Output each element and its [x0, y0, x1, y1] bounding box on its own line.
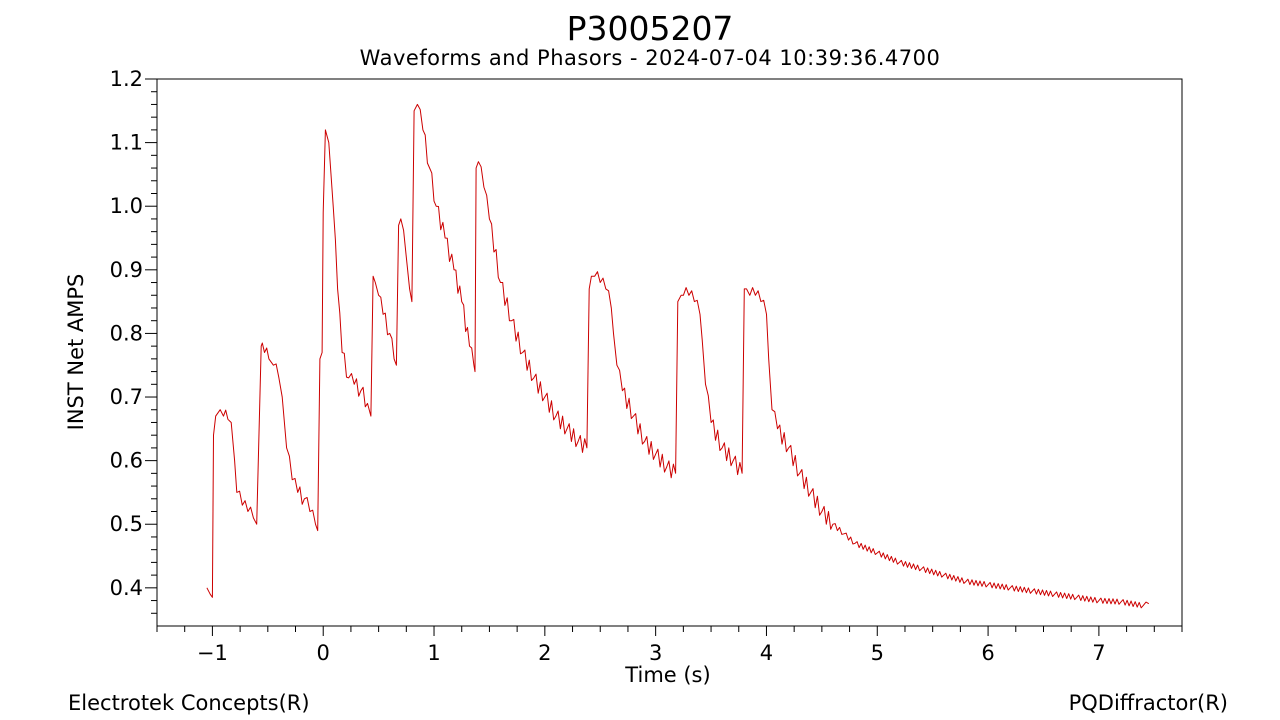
chart-title: P3005207: [567, 9, 734, 48]
x-tick-label: 4: [760, 641, 773, 665]
x-tick-label: 0: [317, 641, 330, 665]
x-axis-label: Time (s): [624, 663, 710, 687]
x-tick-label: 3: [649, 641, 662, 665]
footer-left-credit: Electrotek Concepts(R): [68, 691, 310, 715]
y-axis: 0.4 0.5 0.6 0.7 0.8 0.9 1.0 1.1 1.2: [110, 67, 157, 614]
y-tick-label: 0.8: [110, 321, 143, 345]
x-tick-label: −1: [197, 641, 228, 665]
y-tick-label: 1.1: [110, 131, 143, 155]
y-axis-label: INST Net AMPS: [64, 274, 88, 431]
y-tick-label: 0.4: [110, 576, 143, 600]
plot-frame: [156, 78, 1183, 627]
series-layer: [206, 103, 1150, 609]
y-tick-label: 1.2: [110, 67, 143, 91]
x-tick-label: 7: [1092, 641, 1105, 665]
x-tick-label: 6: [981, 641, 994, 665]
x-tick-label: 2: [538, 641, 551, 665]
x-tick-label: 5: [871, 641, 884, 665]
y-tick-label: 0.7: [110, 385, 143, 409]
x-tick-label: 1: [427, 641, 440, 665]
y-tick-label: 1.0: [110, 194, 143, 218]
y-tick-label: 0.9: [110, 258, 143, 282]
series-line-0: [206, 103, 1150, 609]
y-tick-label: 0.6: [110, 449, 143, 473]
x-axis: −1 0 1 2 3 4 5 6 7: [156, 626, 1183, 665]
footer-right-credit: PQDiffractor(R): [1069, 691, 1228, 715]
chart-subtitle: Waveforms and Phasors - 2024-07-04 10:39…: [360, 46, 941, 70]
y-tick-label: 0.5: [110, 512, 143, 536]
